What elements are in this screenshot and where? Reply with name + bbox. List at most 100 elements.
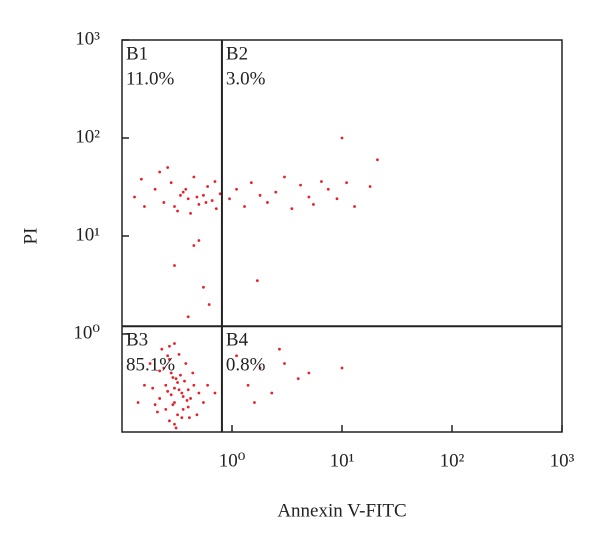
point <box>166 354 170 358</box>
point <box>169 181 173 185</box>
point <box>180 391 184 395</box>
point <box>278 347 281 351</box>
point <box>171 403 175 407</box>
point <box>270 391 274 395</box>
point <box>189 212 192 215</box>
point <box>168 344 171 348</box>
point <box>202 401 205 404</box>
point <box>274 190 278 194</box>
point <box>228 197 231 201</box>
point <box>183 379 186 383</box>
point <box>151 386 155 390</box>
point <box>192 244 196 247</box>
quadrant-percent: 85.1% <box>126 355 175 376</box>
point <box>153 187 157 191</box>
point <box>179 193 182 197</box>
y-tick-label: 10² <box>75 126 100 147</box>
point <box>173 401 176 404</box>
point <box>166 389 170 393</box>
quadrant-name: B2 <box>226 43 248 64</box>
point <box>253 401 256 404</box>
point <box>177 388 181 392</box>
point <box>188 416 191 420</box>
point <box>202 285 205 289</box>
point <box>164 383 168 387</box>
point <box>243 205 246 208</box>
point <box>258 366 262 370</box>
point <box>197 391 201 395</box>
point <box>169 393 173 397</box>
y-tick-label: 10¹ <box>75 224 100 245</box>
point <box>235 354 238 358</box>
point <box>133 195 136 199</box>
x-tick-label: 10² <box>440 450 465 471</box>
point <box>197 203 201 206</box>
point <box>153 403 157 407</box>
y-tick-label: 10³ <box>75 28 100 49</box>
point <box>174 377 178 381</box>
point <box>206 185 209 188</box>
point <box>340 366 344 370</box>
point <box>283 175 286 179</box>
point <box>168 358 171 361</box>
point <box>326 187 330 191</box>
point <box>353 205 356 208</box>
y-axis-title: PI <box>20 228 41 245</box>
point <box>213 180 217 183</box>
point <box>180 416 184 420</box>
point <box>206 383 209 387</box>
point <box>191 371 195 375</box>
point <box>210 199 214 202</box>
point <box>235 187 238 191</box>
point <box>186 405 190 409</box>
quadrant-name: B3 <box>126 330 148 351</box>
quadrant-percent: 11.0% <box>126 68 175 89</box>
point <box>148 362 152 365</box>
point <box>164 408 168 411</box>
x-tick-label: 10¹ <box>330 450 355 471</box>
plot-frame <box>121 39 563 433</box>
x-tick-label: 10⁰ <box>219 450 246 471</box>
point <box>207 303 211 306</box>
point <box>345 181 348 185</box>
point <box>136 401 140 404</box>
point <box>320 180 323 183</box>
point <box>185 399 189 402</box>
point <box>307 371 311 375</box>
point <box>195 195 199 199</box>
point <box>296 377 300 381</box>
point <box>340 136 344 140</box>
point <box>186 388 190 392</box>
point <box>169 371 173 375</box>
point <box>197 239 201 242</box>
point <box>335 197 339 201</box>
point <box>202 193 205 197</box>
quadrant-percent: 0.8% <box>226 355 266 376</box>
point <box>158 397 162 400</box>
point <box>266 201 269 204</box>
point <box>173 422 176 426</box>
point <box>166 166 170 169</box>
point <box>299 183 302 187</box>
point <box>192 383 196 387</box>
point <box>376 158 379 162</box>
point <box>246 383 250 387</box>
point <box>158 369 162 373</box>
point <box>249 181 253 185</box>
point <box>162 201 166 204</box>
quadrant-name: B1 <box>126 43 148 64</box>
point <box>176 209 179 213</box>
point <box>143 383 146 387</box>
quadrant-percent: 3.0% <box>226 68 266 89</box>
point <box>168 419 171 423</box>
point <box>177 352 181 356</box>
point <box>186 197 190 201</box>
point <box>176 381 179 384</box>
point <box>179 373 182 377</box>
point <box>186 315 190 319</box>
point <box>174 426 178 430</box>
point <box>143 205 146 208</box>
point <box>368 185 372 188</box>
point <box>214 207 218 211</box>
